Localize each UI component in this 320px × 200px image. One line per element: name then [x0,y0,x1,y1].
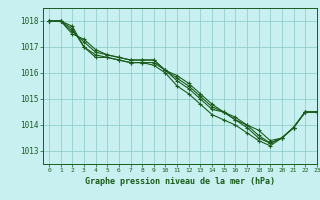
X-axis label: Graphe pression niveau de la mer (hPa): Graphe pression niveau de la mer (hPa) [85,177,275,186]
